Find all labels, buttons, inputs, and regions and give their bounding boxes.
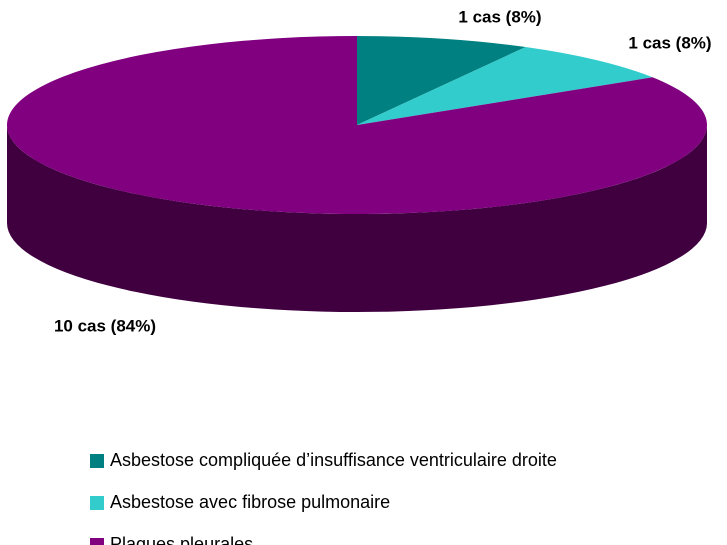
legend-label: Asbestose compliquée d’insuffisance vent…: [110, 450, 557, 470]
pie-slice: [357, 36, 526, 125]
pie-slice: [6, 36, 707, 214]
legend-label: Plaques pleurales: [110, 534, 253, 545]
pie-side: [7, 125, 707, 312]
legend-label: Asbestose avec fibrose pulmonaire: [110, 492, 390, 512]
value-label: 1 cas (8%): [628, 33, 711, 52]
value-label: 1 cas (8%): [458, 7, 541, 26]
pie-slice: [357, 47, 653, 125]
legend-swatch: [90, 538, 104, 545]
legend-swatch: [90, 496, 104, 510]
legend-swatch: [90, 454, 104, 468]
value-label: 10 cas (84%): [54, 316, 156, 335]
